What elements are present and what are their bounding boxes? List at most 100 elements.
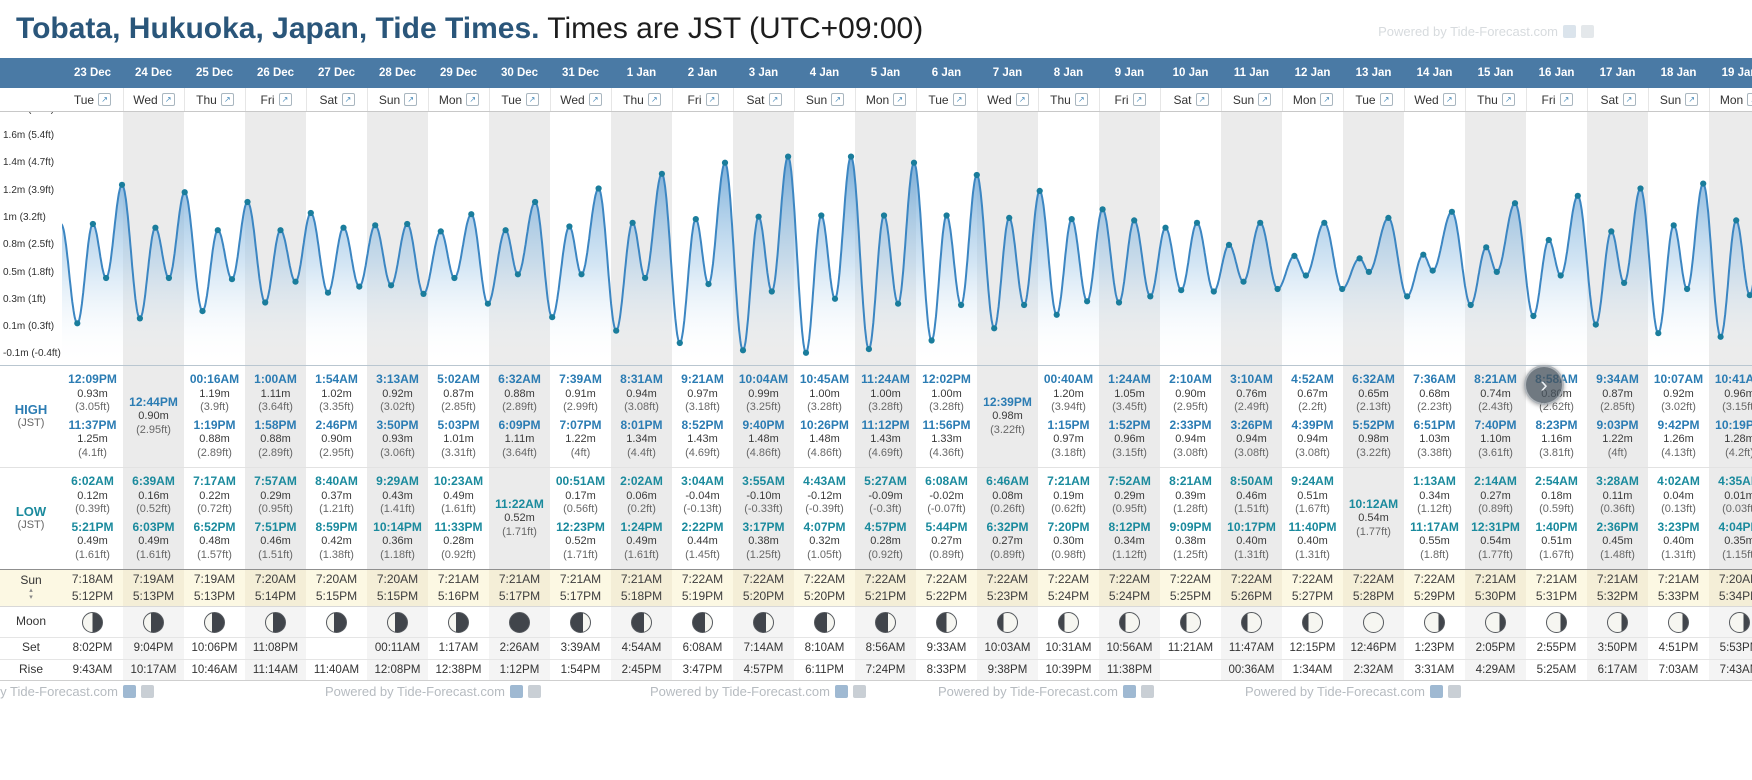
moonrise-time: 11:14AM: [245, 660, 306, 680]
tide-height-ft: (3.05ft): [75, 401, 110, 414]
tide-height-ft: (3.06ft): [380, 446, 415, 459]
moonrise-time: 2:32AM: [1343, 660, 1404, 680]
low-tide-entry: 6:03PM 0.49m (1.61ft): [123, 520, 184, 562]
low-tide-cell: 3:55AM -0.10m (-0.33ft) 3:17PM 0.38m (1.25ft): [733, 468, 794, 569]
low-tide-entry: 6:39AM 0.16m (0.52ft): [123, 474, 184, 516]
expand-day-icon[interactable]: ↗: [768, 93, 782, 106]
expand-day-icon[interactable]: ↗: [466, 93, 480, 106]
expand-day-icon[interactable]: ↗: [341, 93, 355, 106]
high-tide-entry: 11:12PM 1.43m (4.69ft): [855, 418, 916, 460]
expand-day-icon[interactable]: ↗: [705, 93, 719, 106]
low-tide-cell: 4:02AM 0.04m (0.13ft) 3:23PM 0.40m (1.31ft): [1648, 468, 1709, 569]
expand-day-icon[interactable]: ↗: [893, 93, 907, 106]
expand-day-icon[interactable]: ↗: [1015, 93, 1029, 106]
expand-day-icon[interactable]: ↗: [1501, 93, 1515, 106]
high-tide-time: 8:01PM: [620, 417, 663, 432]
sunrise-time: 7:20AM: [254, 572, 297, 586]
low-tide-entry: 7:17AM 0.22m (0.72ft): [184, 474, 245, 516]
low-tide-time: 3:55AM: [742, 474, 785, 488]
scroll-next-button[interactable]: ›: [1524, 365, 1564, 405]
high-tide-time: 3:13AM: [376, 372, 419, 386]
weekday-label: Tue: [73, 92, 95, 107]
moon-phase-cell: [611, 607, 672, 637]
sun-times-cell: 7:20AM 5:34PM: [1709, 570, 1752, 606]
low-tide-cell: 7:57AM 0.29m (0.95ft) 7:51PM 0.46m (1.51ft): [245, 468, 306, 569]
expand-day-icon[interactable]: ↗: [98, 93, 112, 106]
moon-new-icon: [509, 611, 530, 633]
low-tide-time: 8:59PM: [315, 519, 358, 534]
date-header: 10 Jan: [1172, 67, 1209, 79]
expand-day-icon[interactable]: ↗: [1258, 93, 1272, 106]
low-tide-entry: 5:27AM -0.09m (-0.3ft): [855, 474, 916, 516]
low-label-text: LOW: [15, 504, 47, 519]
high-tide-cell: 12:39PM 0.98m (3.22ft): [977, 366, 1038, 467]
watermark-share-icon: [1447, 685, 1461, 698]
expand-day-icon[interactable]: ↗: [525, 93, 539, 106]
moon-phase-cell: [855, 607, 916, 637]
low-tide-cell: 6:02AM 0.12m (0.39ft) 5:21PM 0.49m (1.61ft): [62, 468, 123, 569]
high-tide-time: 8:31AM: [620, 372, 663, 386]
high-tide-entry: 7:36AM 0.68m (2.23ft): [1404, 372, 1465, 414]
high-tide-time: 10:26PM: [800, 417, 849, 432]
low-tide-entry: 8:12PM 0.34m (1.12ft): [1099, 520, 1160, 562]
expand-day-icon[interactable]: ↗: [831, 93, 845, 106]
low-tide-cell: 10:23AM 0.49m (1.61ft) 11:33PM 0.28m (0.92ft): [428, 468, 489, 569]
expand-day-icon[interactable]: ↗: [1622, 93, 1636, 106]
tide-height-ft: (1.8ft): [1420, 548, 1449, 561]
expand-day-icon[interactable]: ↗: [1685, 93, 1699, 106]
expand-day-icon[interactable]: ↗: [1132, 93, 1146, 106]
moonrise-time: 7:24PM: [855, 660, 916, 680]
tide-height-ft: (1.31ft): [1661, 548, 1696, 561]
expand-day-icon[interactable]: ↗: [952, 93, 966, 106]
expand-day-icon[interactable]: ↗: [1379, 93, 1393, 106]
weekday-cell: Mon↗: [855, 88, 916, 111]
low-tide-entry: 7:51PM 0.46m (1.51ft): [245, 520, 306, 562]
expand-day-icon[interactable]: ↗: [1320, 93, 1334, 106]
expand-day-icon[interactable]: ↗: [220, 93, 234, 106]
high-tide-entry: 10:19PM1.28m(4.2ft): [1709, 418, 1752, 460]
high-tide-cell: 10:04AM 0.99m (3.25ft) 9:40PM 1.48m (4.86ft): [733, 366, 794, 467]
moonset-time: 8:02PM: [72, 642, 113, 654]
moon-waxing-gibbous-icon: [1119, 611, 1140, 633]
sunrise-time: 7:21AM: [1596, 572, 1639, 586]
low-tide-entry: 1:13AM 0.34m (1.12ft): [1404, 474, 1465, 516]
tide-height-m: 0.30m: [1053, 535, 1084, 548]
sunrise-time: 7:22AM: [1230, 572, 1273, 586]
expand-day-icon[interactable]: ↗: [1074, 93, 1088, 106]
tide-height-ft: (1.67ft): [1539, 548, 1574, 561]
sunrise-time: 7:22AM: [1291, 572, 1334, 586]
expand-day-icon[interactable]: ↗: [161, 93, 175, 106]
weekday-label: Thu: [623, 92, 644, 107]
high-tide-time: 00:40AM: [1043, 372, 1094, 386]
expand-day-icon[interactable]: ↗: [1195, 93, 1209, 106]
expand-day-icon[interactable]: ↗: [588, 93, 602, 106]
sun-times-cell: 7:22AM 5:25PM: [1160, 570, 1221, 606]
tide-height-ft: (3.28ft): [868, 401, 903, 414]
weekday-cell: Fri ↗: [1099, 88, 1160, 111]
low-tide-cell: 5:27AM -0.09m (-0.3ft) 4:57PM 0.28m (0.92ft): [855, 468, 916, 569]
tide-height-m: 1.10m: [1480, 433, 1511, 446]
expand-day-icon[interactable]: ↗: [1442, 93, 1456, 106]
tide-height-m: 0.91m: [565, 387, 596, 400]
high-tide-time: 10:41AM: [1714, 372, 1752, 386]
expand-day-icon[interactable]: ↗: [278, 93, 292, 106]
tide-height-ft: (3.35ft): [319, 401, 354, 414]
moonrise-time: 10:17AM: [123, 660, 184, 680]
rise-label-text: Rise: [18, 662, 43, 676]
tide-height-ft: (0.89ft): [1478, 503, 1513, 516]
tide-height-ft: (-0.3ft): [869, 503, 902, 516]
low-tide-entry: 7:57AM 0.29m (0.95ft): [245, 474, 306, 516]
tide-height-ft: (2.13ft): [1356, 401, 1391, 414]
sun-row-toggle-icon[interactable]: ▴ ▾: [0, 587, 62, 601]
tide-height-m: 0.49m: [77, 535, 108, 548]
sun-times-cell: 7:22AM 5:29PM: [1404, 570, 1465, 606]
sunset-time: 5:12PM: [71, 589, 114, 603]
expand-day-icon[interactable]: ↗: [647, 93, 661, 106]
expand-day-icon[interactable]: ↗: [404, 93, 418, 106]
expand-day-icon[interactable]: ↗: [1747, 93, 1752, 106]
moon-waxing-gibbous-icon: [1058, 611, 1079, 633]
tide-height-m: 0.46m: [260, 535, 291, 548]
expand-day-icon[interactable]: ↗: [1559, 93, 1573, 106]
tide-height-ft: (0.03ft): [1722, 503, 1752, 516]
